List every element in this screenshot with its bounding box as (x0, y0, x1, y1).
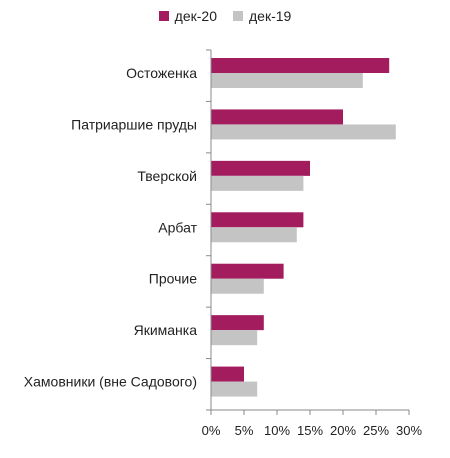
x-tick-label-1: 0% (202, 423, 221, 438)
bar-5-series-1 (211, 263, 284, 279)
legend: дек-20 дек-19 (0, 8, 450, 24)
category-label-6: Якиманка (134, 322, 198, 338)
bar-6-series-1 (211, 315, 264, 331)
legend-item-series-1: дек-20 (158, 8, 217, 24)
category-label-7: Хамовники (вне Садового) (24, 374, 197, 390)
bar-7-series-1 (211, 366, 244, 382)
category-label-1: Остоженка (126, 65, 197, 81)
category-label-5: Прочие (149, 271, 197, 287)
x-tick-label-7: 30% (396, 423, 422, 438)
category-label-2: Патриаршие пруды (71, 116, 197, 132)
x-tick-label-6: 25% (363, 423, 389, 438)
x-tick-label-4: 15% (297, 423, 323, 438)
legend-item-series-2: дек-19 (233, 8, 291, 24)
bar-4-series-1 (211, 212, 304, 228)
x-tick-label-5: 20% (330, 423, 356, 438)
bar-6-series-2 (211, 330, 258, 346)
bar-1-series-2 (211, 73, 363, 88)
legend-swatch-series-2 (233, 11, 243, 21)
x-tick-label-2: 5% (235, 423, 254, 438)
x-tick-label-3: 10% (264, 423, 290, 438)
bar-2-series-1 (211, 109, 343, 125)
bar-5-series-2 (211, 278, 264, 294)
legend-label-series-1: дек-20 (174, 8, 217, 24)
bar-3-series-1 (211, 160, 310, 176)
bar-1-series-1 (211, 58, 390, 73)
legend-label-series-2: дек-19 (249, 8, 292, 24)
category-label-4: Арбат (158, 219, 197, 235)
bar-7-series-2 (211, 381, 258, 397)
legend-swatch-series-1 (158, 11, 169, 21)
category-label-3: Тверской (137, 168, 197, 184)
bar-4-series-2 (211, 227, 297, 243)
bar-3-series-2 (211, 175, 304, 191)
bar-2-series-2 (211, 124, 396, 140)
